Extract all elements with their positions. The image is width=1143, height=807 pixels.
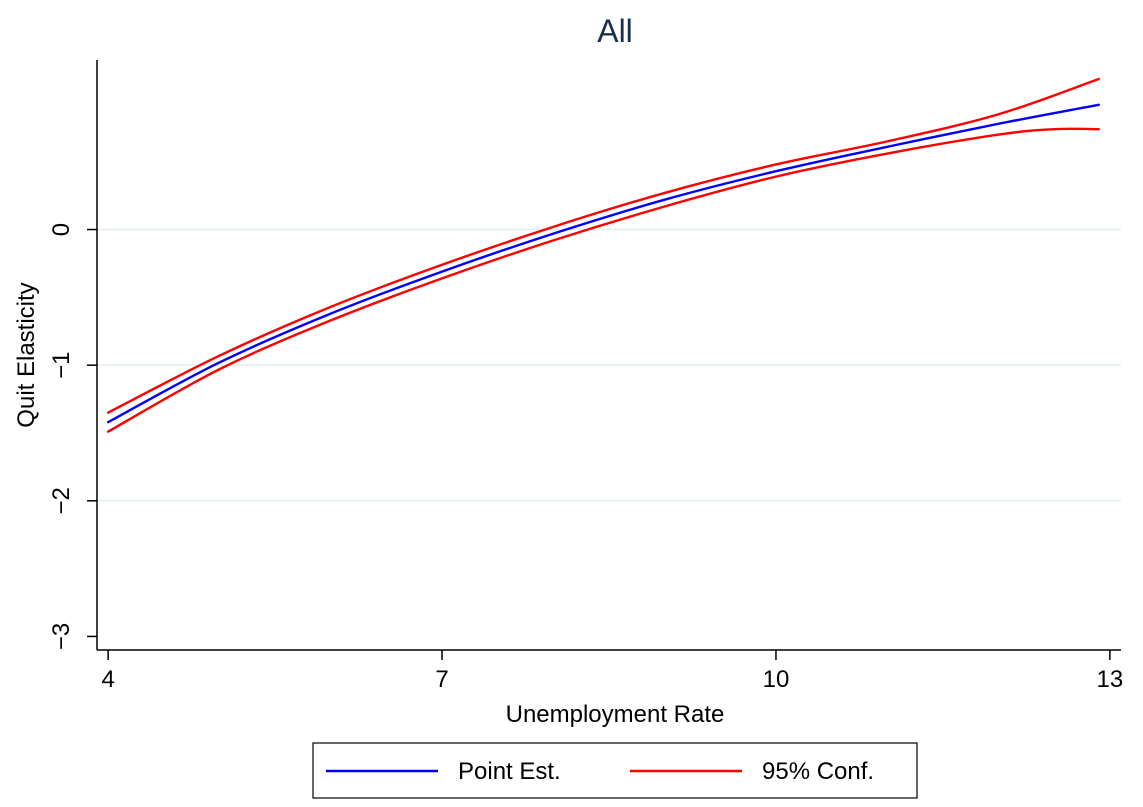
- series-layer: [106, 77, 1100, 433]
- x-ticks-layer: 4 7 10 13: [101, 650, 1123, 693]
- y-tick-label: −3: [48, 623, 75, 650]
- series-line-conf: [106, 127, 1100, 433]
- y-tick-label: −2: [48, 487, 75, 514]
- y-ticks-layer: −3 −2 −1 0: [48, 223, 97, 650]
- grid-layer: [97, 228, 1121, 502]
- y-tick-label: 0: [48, 223, 75, 236]
- x-tick-label: 7: [435, 666, 448, 693]
- legend-label-point-est: Point Est.: [458, 758, 561, 785]
- x-tick-label: 10: [763, 666, 790, 693]
- x-tick-label: 4: [101, 666, 114, 693]
- x-tick-label: 13: [1097, 666, 1124, 693]
- x-axis-label: Unemployment Rate: [506, 701, 725, 728]
- chart-title: All: [597, 13, 633, 49]
- y-axis-label: Quit Elasticity: [13, 282, 40, 427]
- legend: Point Est. 95% Conf.: [312, 742, 918, 799]
- series-line-conf: [106, 77, 1100, 414]
- y-tick-label: −1: [48, 351, 75, 378]
- series-line-point-est: [106, 103, 1100, 424]
- legend-label-conf: 95% Conf.: [762, 758, 874, 785]
